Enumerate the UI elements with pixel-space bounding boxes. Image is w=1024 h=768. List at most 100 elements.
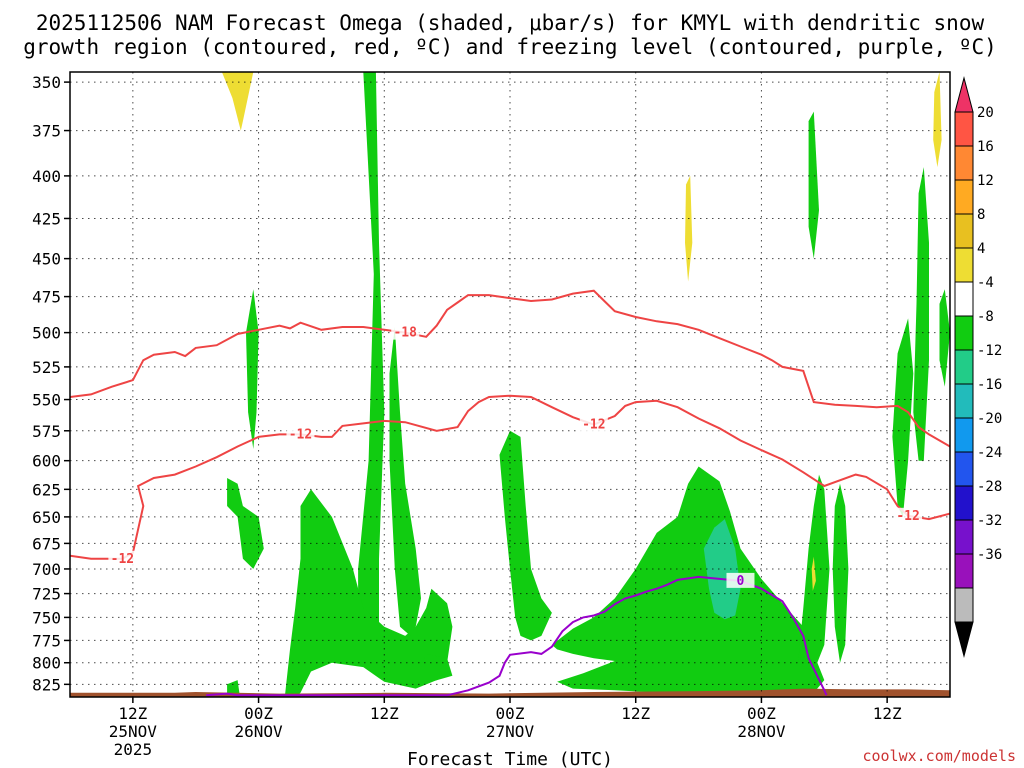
omega-region--4-0	[358, 72, 385, 645]
contour-line-freezing-2	[206, 575, 828, 697]
y-tick-label: 500	[32, 324, 61, 343]
x-tick-label: 00Z	[496, 704, 525, 723]
y-tick-label: 375	[32, 122, 61, 141]
omega-region--4-10	[913, 167, 929, 461]
x-tick-label: 27NOV	[486, 722, 535, 741]
contour-label: -12	[896, 509, 919, 524]
y-tick-label: 675	[32, 534, 61, 553]
x-axis-label: Forecast Time (UTC)	[407, 749, 613, 768]
contour-label-bg	[894, 507, 923, 523]
x-tick-label: 28NOV	[737, 722, 786, 741]
y-tick-label: 475	[32, 288, 61, 307]
x-tick-label: 2025	[114, 740, 153, 759]
y-tick-label: 725	[32, 585, 61, 604]
x-tick-label: 12Z	[118, 704, 147, 723]
omega-region-4-3	[811, 556, 816, 591]
omega-region--4-5	[499, 430, 552, 641]
colorbar-segment	[954, 281, 974, 317]
omega-region-4-1	[685, 175, 693, 282]
omega-region--4-6	[551, 466, 825, 696]
colorbar-label: 16	[977, 139, 994, 155]
omega-region--4-14	[227, 680, 240, 696]
omega-region-4-2	[933, 72, 942, 168]
contour-label-bg	[579, 416, 608, 432]
colorbar-label: -8	[977, 309, 994, 325]
omega-region--4-3	[246, 289, 259, 449]
y-tick-label: 825	[32, 675, 61, 694]
colorbar-label: -16	[977, 377, 1002, 393]
y-tick-label: 350	[32, 73, 61, 92]
y-tick-label: 750	[32, 608, 61, 627]
credit-text: coolwx.com/models	[862, 747, 1016, 765]
y-tick-label: 700	[32, 560, 61, 579]
omega-shading	[221, 72, 950, 697]
colorbar-label: -32	[977, 513, 1002, 529]
colorbar-segment	[954, 213, 974, 249]
colorbar-segment	[954, 417, 974, 453]
contour-label: 0	[737, 574, 745, 589]
colorbar-segment	[954, 451, 974, 487]
colorbar-label: -28	[977, 479, 1002, 495]
contour-label-bg	[286, 426, 315, 442]
contour-label: -12	[289, 427, 312, 442]
y-tick-label: 550	[32, 391, 61, 410]
grid-lines	[70, 72, 950, 697]
colorbar: 20 16 12 8 4 -4 -8 -12 -16 -20 -24 -28 -32 -36	[954, 76, 1002, 658]
colorbar-label: -20	[977, 411, 1002, 427]
colorbar-segment	[954, 587, 974, 623]
omega-region--4-4	[227, 478, 264, 569]
y-tick-label: 575	[32, 422, 61, 441]
colorbar-label: -24	[977, 445, 1002, 461]
chart-title-line-1: 2025112506 NAM Forecast Omega (shaded, μ…	[36, 11, 985, 35]
colorbar-label: 8	[977, 207, 985, 223]
x-tick-label: 25NOV	[109, 722, 158, 741]
colorbar-label: -12	[977, 343, 1002, 359]
colorbar-label: 12	[977, 173, 994, 189]
contour-label: -12	[111, 552, 134, 567]
contour-line-dendritic-0	[70, 394, 950, 560]
colorbar-segment	[954, 519, 974, 555]
colorbar-segment	[954, 349, 974, 385]
contour-label-bg	[391, 324, 420, 340]
omega-region--4-8	[832, 483, 849, 663]
omega-region--4-11	[808, 111, 819, 259]
y-tick-label: 400	[32, 167, 61, 186]
y-tick-label: 450	[32, 250, 61, 269]
omega-region--8-0	[703, 519, 741, 620]
colorbar-bottom-triangle	[954, 621, 974, 658]
omega-region--4-13	[421, 653, 453, 682]
contour-label-bg	[726, 572, 755, 588]
colorbar-top-triangle	[954, 76, 974, 113]
colorbar-segment	[954, 247, 974, 283]
y-axis-ticks: 350 375 400 425 450 475 500 525 550 575 600 625 650 6…	[32, 73, 70, 694]
omega-region--4-1	[284, 489, 453, 697]
x-tick-label: 00Z	[244, 704, 273, 723]
colorbar-label: 4	[977, 241, 985, 257]
colorbar-label: 20	[977, 105, 994, 121]
terrain-layer	[70, 688, 950, 697]
contour-lines: -12 -12 -12 -12 -18 0	[70, 289, 950, 697]
y-tick-label: 425	[32, 209, 61, 228]
omega-region--4-2	[389, 327, 421, 636]
y-tick-label: 600	[32, 452, 61, 471]
x-tick-label: 12Z	[621, 704, 650, 723]
y-tick-label: 650	[32, 508, 61, 527]
colorbar-label: -4	[977, 275, 994, 291]
omega-region--4-12	[939, 289, 950, 387]
contour-label: -18	[393, 326, 417, 341]
colorbar-segment	[954, 315, 974, 351]
x-tick-label: 12Z	[873, 704, 902, 723]
colorbar-segment	[954, 485, 974, 521]
contour-label: -12	[582, 418, 605, 433]
colorbar-label: -36	[977, 547, 1002, 563]
colorbar-segment	[954, 383, 974, 419]
colorbar-segment	[954, 145, 974, 181]
omega-region-4-0	[221, 72, 254, 131]
chart-title-line-2: growth region (contoured, red, ºC) and f…	[23, 35, 997, 59]
y-tick-label: 625	[32, 480, 61, 499]
x-tick-label: 00Z	[747, 704, 776, 723]
x-tick-label: 26NOV	[234, 722, 283, 741]
y-tick-label: 800	[32, 654, 61, 673]
